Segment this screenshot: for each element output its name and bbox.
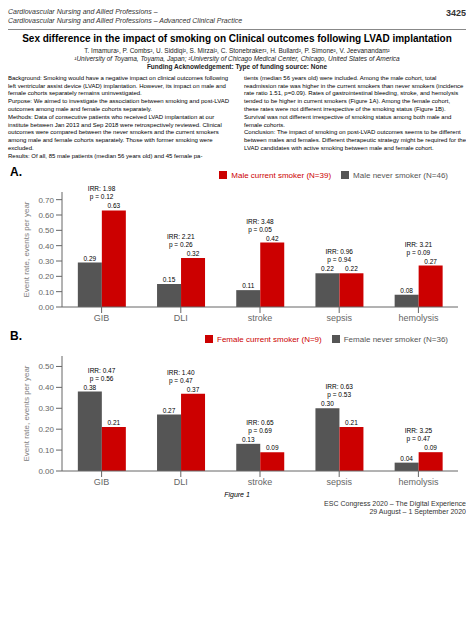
svg-text:0.30: 0.30 <box>38 256 54 265</box>
svg-text:0.37: 0.37 <box>187 385 200 392</box>
svg-text:0.32: 0.32 <box>187 250 200 257</box>
svg-text:IRR: 1.98: IRR: 1.98 <box>88 185 116 192</box>
svg-text:DLI: DLI <box>174 313 188 323</box>
svg-text:sepsis: sepsis <box>326 477 352 487</box>
svg-text:0.50: 0.50 <box>38 362 54 371</box>
html-text:A.: A. <box>10 164 22 179</box>
svg-text:0.08: 0.08 <box>400 286 413 293</box>
svg-text:p = 0.47: p = 0.47 <box>169 376 193 384</box>
svg-text:0.11: 0.11 <box>242 282 255 289</box>
svg-text:0.22: 0.22 <box>321 265 334 272</box>
svg-text:GIB: GIB <box>94 313 110 323</box>
svg-text:hemolysis: hemolysis <box>398 313 439 323</box>
html-text:Funding Acknowledgement: Type: Funding Acknowledgement: Type of funding… <box>146 63 328 71</box>
html-text:Female never smoker (N=36): Female never smoker (N=36) <box>343 334 448 344</box>
svg-text:IRR: 3.21: IRR: 3.21 <box>405 240 433 247</box>
svg-text:p = 0.94: p = 0.94 <box>327 256 351 264</box>
svg-text:0.38: 0.38 <box>84 383 97 390</box>
svg-text:p = 0.47: p = 0.47 <box>407 435 431 443</box>
svg-text:0.00: 0.00 <box>38 466 54 475</box>
svg-text:DLI: DLI <box>174 477 188 487</box>
svg-text:hemolysis: hemolysis <box>398 477 439 487</box>
svg-text:p = 0.09: p = 0.09 <box>407 248 431 256</box>
svg-text:0.42: 0.42 <box>266 234 279 241</box>
svg-text:0.60: 0.60 <box>38 210 54 219</box>
svg-text:0.00: 0.00 <box>38 302 54 311</box>
svg-text:p = 0.12: p = 0.12 <box>90 193 114 201</box>
svg-text:0.04: 0.04 <box>400 454 413 461</box>
svg-text:p = 0.26: p = 0.26 <box>169 241 193 249</box>
svg-text:p = 0.69: p = 0.69 <box>248 426 272 434</box>
html-text:tients (median 56 years old) w: tients (median 56 years old) were includ… <box>244 74 468 151</box>
svg-text:0.63: 0.63 <box>108 202 121 209</box>
svg-text:IRR: 0.63: IRR: 0.63 <box>325 383 353 390</box>
html-text:Male never smoker (N=46): Male never smoker (N=46) <box>353 170 448 180</box>
svg-text:p = 0.05: p = 0.05 <box>248 225 272 233</box>
svg-text:IRR: 0.65: IRR: 0.65 <box>246 418 274 425</box>
svg-text:IRR: 3.48: IRR: 3.48 <box>246 217 274 224</box>
svg-text:stroke: stroke <box>248 313 273 323</box>
svg-text:0.30: 0.30 <box>321 400 334 407</box>
svg-text:0.40: 0.40 <box>38 383 54 392</box>
svg-text:0.20: 0.20 <box>38 425 54 434</box>
svg-text:IRR: 1.40: IRR: 1.40 <box>167 368 195 375</box>
svg-text:0.40: 0.40 <box>38 241 54 250</box>
svg-text:sepsis: sepsis <box>326 313 352 323</box>
svg-text:0.13: 0.13 <box>242 435 255 442</box>
html-text:Sex difference in the impact o: Sex difference in the impact of smoking … <box>22 32 452 44</box>
svg-text:IRR: 0.96: IRR: 0.96 <box>325 248 353 255</box>
svg-text:p = 0.56: p = 0.56 <box>90 374 114 382</box>
html-text:Background: Smoking would have: Background: Smoking would have a negativ… <box>8 74 231 159</box>
svg-text:0.50: 0.50 <box>38 226 54 235</box>
svg-text:stroke: stroke <box>248 477 273 487</box>
svg-text:IRR: 0.47: IRR: 0.47 <box>88 366 116 373</box>
svg-text:0.70: 0.70 <box>38 195 54 204</box>
html-text:Cardiovascular Nursing and All: Cardiovascular Nursing and Allied Profes… <box>8 8 158 15</box>
html-text:B.: B. <box>10 328 22 343</box>
svg-text:0.30: 0.30 <box>38 404 54 413</box>
html-text:29 August – 1 September 2020: 29 August – 1 September 2020 <box>369 508 466 516</box>
svg-text:0.21: 0.21 <box>345 419 358 426</box>
svg-text:0.09: 0.09 <box>266 444 279 451</box>
svg-text:0.27: 0.27 <box>163 406 176 413</box>
svg-text:Event rate, events per year: Event rate, events per year <box>22 365 31 461</box>
html-text:¹University of Toyama, Toyama,: ¹University of Toyama, Toyama, Japan; ²U… <box>74 54 400 62</box>
html-text:Female current smoker (N=9): Female current smoker (N=9) <box>217 334 322 344</box>
html-text:Male current smoker (N=39): Male current smoker (N=39) <box>231 170 332 180</box>
svg-text:0.10: 0.10 <box>38 446 54 455</box>
svg-text:p = 0.53: p = 0.53 <box>327 391 351 399</box>
svg-text:0.27: 0.27 <box>424 257 437 264</box>
svg-text:0.21: 0.21 <box>108 419 121 426</box>
html-text:Cardiovascular Nursing and All: Cardiovascular Nursing and Allied Profes… <box>8 16 243 24</box>
svg-text:0.09: 0.09 <box>424 444 437 451</box>
svg-text:Event rate, events per year: Event rate, events per year <box>22 201 31 297</box>
svg-text:0.29: 0.29 <box>84 254 97 261</box>
svg-text:0.15: 0.15 <box>163 276 176 283</box>
svg-text:0.22: 0.22 <box>345 265 358 272</box>
svg-text:IRR: 3.25: IRR: 3.25 <box>405 427 433 434</box>
svg-text:0.10: 0.10 <box>38 287 54 296</box>
html-text:Figure 1: Figure 1 <box>224 490 250 498</box>
html-text:T. Imamura¹, P. Combs², U. Sid: T. Imamura¹, P. Combs², U. Siddiqi², S. … <box>84 46 390 54</box>
html-text:3425: 3425 <box>446 8 466 18</box>
html-text:ESC Congress 2020 – The Digita: ESC Congress 2020 – The Digital Experien… <box>324 499 466 507</box>
svg-text:GIB: GIB <box>94 477 110 487</box>
svg-text:IRR: 2.21: IRR: 2.21 <box>167 233 195 240</box>
svg-text:0.20: 0.20 <box>38 272 54 281</box>
